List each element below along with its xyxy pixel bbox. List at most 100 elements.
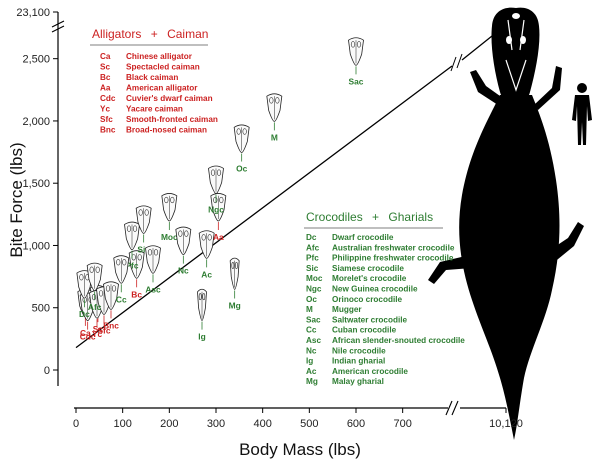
data-point: M <box>266 93 283 142</box>
y-tick-label: 2,000 <box>22 116 50 128</box>
legend-code: Mg <box>306 377 318 386</box>
y-tick-label: 0 <box>44 365 50 377</box>
point-label: Cdc <box>80 332 96 342</box>
legend-name: American crocodile <box>332 367 408 376</box>
legend-name: Orinoco crocodile <box>332 295 403 304</box>
legend-name: Cuban crocodile <box>332 326 397 335</box>
legend-name: Saltwater crocodile <box>332 315 408 324</box>
skull-icon <box>161 193 178 222</box>
point-label: Dc <box>79 309 90 319</box>
x-tick-label: 600 <box>347 418 365 430</box>
skull-icon <box>266 93 283 122</box>
legend-code: Ig <box>306 357 313 366</box>
legend-alligators-title: Alligators <box>92 27 141 41</box>
legend-name: Black caiman <box>126 73 178 82</box>
legend-code: Moc <box>306 274 323 283</box>
skull-icon <box>113 255 130 284</box>
skull-icon <box>103 281 119 310</box>
crocodile-silhouette <box>428 7 584 440</box>
x-tick-label: 500 <box>300 418 318 430</box>
data-point: Sic <box>135 205 152 254</box>
skull-icon <box>210 193 227 222</box>
legend-code: Aa <box>100 84 111 93</box>
trend-line-segment <box>75 65 453 349</box>
legend-name: Morelet's crocodile <box>332 274 407 283</box>
y-axis-break <box>51 20 65 33</box>
legend-name: Broad-nosed caiman <box>126 126 207 135</box>
x-axis-break <box>445 400 459 416</box>
x-axis-title: Body Mass (lbs) <box>239 440 361 459</box>
y-tick-label: 2,500 <box>22 54 50 66</box>
x-break-tick-label: 10,120 <box>489 418 523 430</box>
legend-name: American alligator <box>126 84 198 93</box>
legend-name: African slender-snouted crocodile <box>332 336 465 345</box>
point-label: Aa <box>213 232 224 242</box>
skull-icon <box>76 270 93 299</box>
legend-code: Nc <box>306 346 317 355</box>
data-point: Ac <box>198 230 215 279</box>
skull-icon <box>145 245 161 274</box>
legend-name: Malay gharial <box>332 377 384 386</box>
legend-name: Cuvier's dwarf caiman <box>126 94 213 103</box>
legend-name: Philippine freshwater crocodile <box>332 254 454 263</box>
svg-text:Crocodiles + Ghari: Crocodiles + Gharials <box>306 210 433 224</box>
legend-code: Bnc <box>100 126 116 135</box>
trend-line <box>75 31 498 349</box>
data-point: Pfc <box>124 221 140 271</box>
legend-code: Sac <box>306 315 321 324</box>
x-tick-label: 400 <box>253 418 271 430</box>
skull-icon <box>198 230 215 259</box>
y-tick-label: 1,000 <box>22 240 50 252</box>
point-label: Cc <box>116 294 127 304</box>
data-point: Ngc <box>208 165 224 215</box>
data-point: Nc <box>175 226 192 276</box>
legend-code: Cc <box>306 326 317 335</box>
legend-name: Chinese alligator <box>126 52 193 61</box>
legend-code: Sc <box>100 63 110 72</box>
data-point: Bnc <box>103 281 119 330</box>
legend-name: Dwarf crocodile <box>332 233 394 242</box>
skull-icon <box>233 124 250 153</box>
point-label: Asc <box>145 284 161 294</box>
x-tick-label: 0 <box>73 418 79 430</box>
y-axis-title: Bite Force (lbs) <box>7 142 26 257</box>
legend-code: Oc <box>306 295 317 304</box>
skull-icon <box>197 288 207 322</box>
point-label: Yc <box>92 329 103 339</box>
legend-code: Sic <box>306 264 319 273</box>
skull-icon <box>124 221 140 251</box>
data-point: Bc <box>128 250 145 299</box>
point-label: Moc <box>161 232 178 242</box>
legend-name: Mugger <box>332 305 362 314</box>
point-label: Bc <box>131 289 142 299</box>
trend-line-segment-after-break <box>461 31 498 61</box>
legend-name: Indian gharial <box>332 357 385 366</box>
legend-code: Dc <box>306 233 317 242</box>
legend-code: Ac <box>306 367 317 376</box>
data-point: Asc <box>145 245 161 294</box>
point-label: Sfc <box>97 325 110 335</box>
legend-alligators: Alligators + Caiman Ca Chinese alligator S… <box>90 27 218 135</box>
data-point: Ig <box>197 288 207 342</box>
legend-code: Yc <box>100 105 110 114</box>
legend-crocodiles-plus: + <box>372 210 379 224</box>
legend-code: M <box>306 305 313 314</box>
human-silhouette <box>572 83 592 145</box>
point-label: Ac <box>201 269 212 279</box>
x-tick-label: 200 <box>160 418 178 430</box>
legend-name: Spectacled caiman <box>126 63 200 72</box>
legend-code: Cdc <box>100 94 116 103</box>
legend-crocodiles-title: Crocodiles <box>306 210 363 224</box>
y-tick-label: 1,500 <box>22 178 50 190</box>
point-label: Ngc <box>208 205 224 215</box>
x-tick-label: 300 <box>207 418 225 430</box>
skull-icon <box>175 226 192 256</box>
skull-icon <box>348 37 364 66</box>
point-label: Ca <box>80 328 91 338</box>
data-point: Mg <box>229 257 241 311</box>
legend-code: Ca <box>100 52 111 61</box>
point-label: Oc <box>236 164 248 174</box>
legend-alligators-plus: + <box>151 27 158 41</box>
legend-code: Pfc <box>306 254 319 263</box>
